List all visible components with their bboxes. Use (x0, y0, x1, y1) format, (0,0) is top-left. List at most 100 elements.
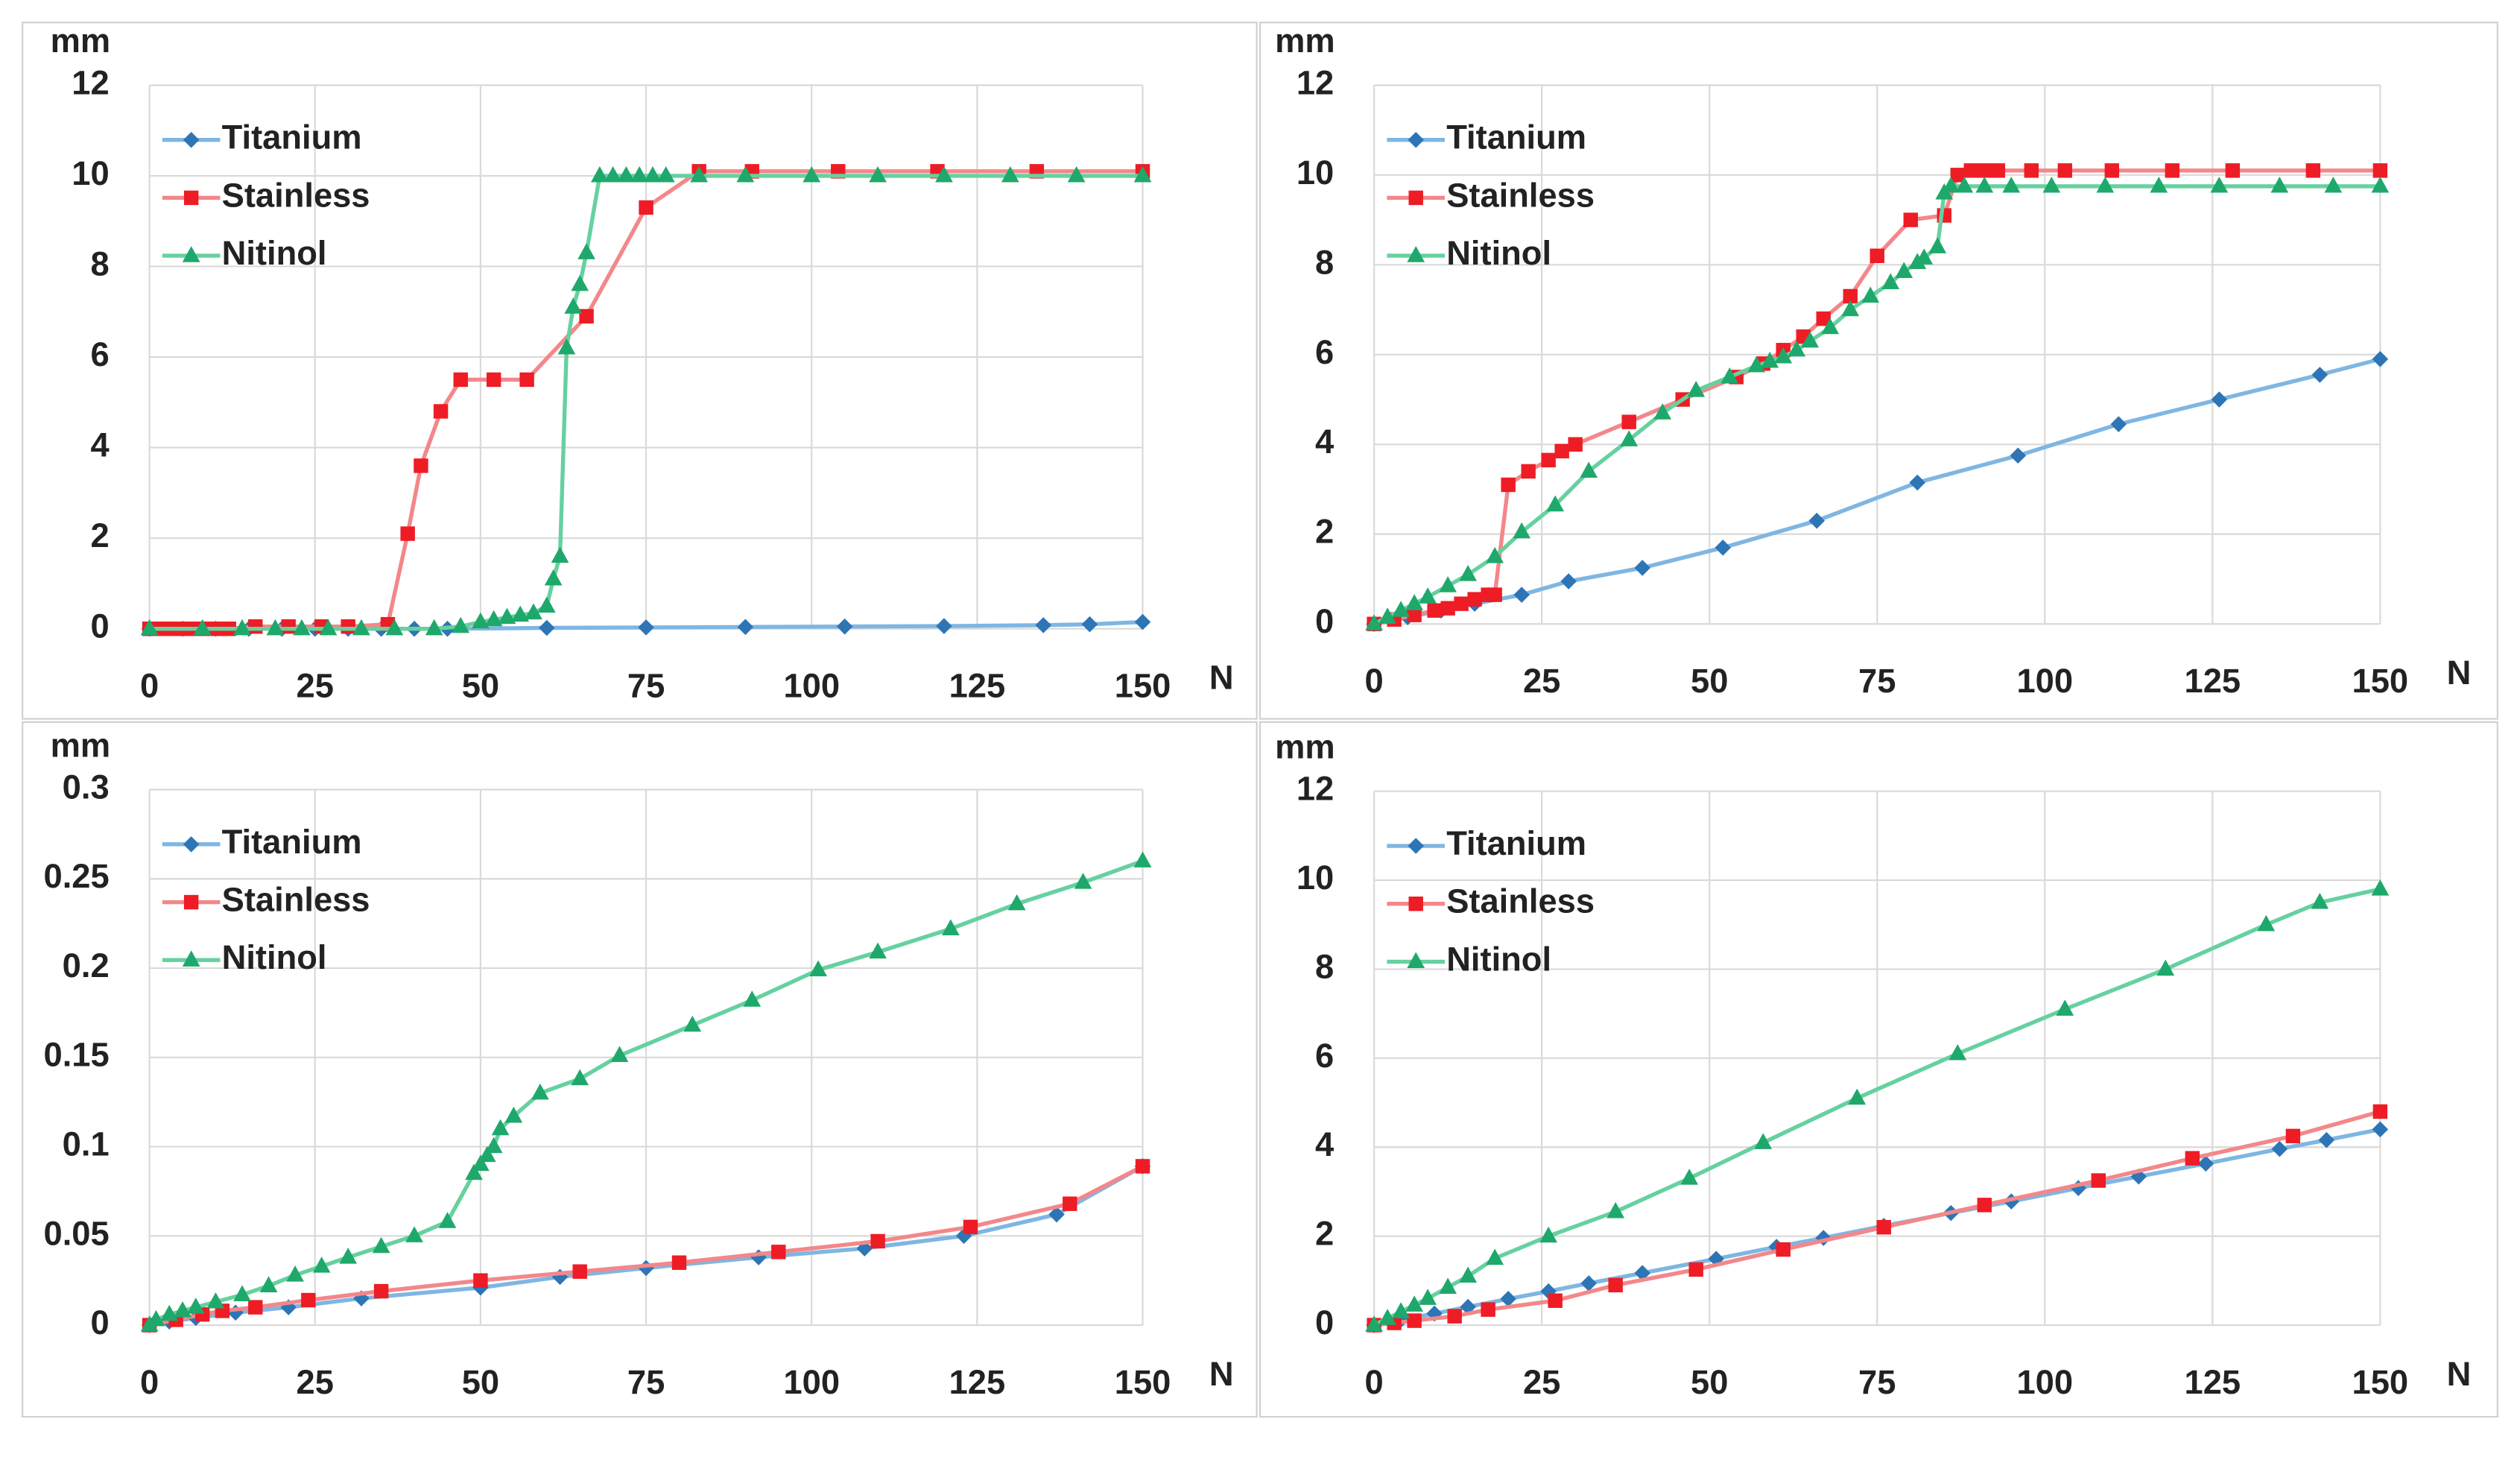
data-point (591, 165, 609, 183)
data-point (644, 165, 662, 183)
data-point (206, 1292, 225, 1309)
data-point (1459, 565, 1478, 581)
y-tick-label: 8 (1315, 243, 1334, 281)
legend-marker (183, 131, 200, 148)
y-axis-label: mm (51, 726, 111, 764)
legend-marker (183, 894, 199, 910)
data-point (1365, 614, 1384, 630)
data-point (472, 1154, 490, 1172)
x-tick-label: 150 (2352, 1363, 2409, 1401)
data-point (1135, 1159, 1150, 1174)
data-point (1074, 873, 1092, 889)
data-point (1501, 477, 1516, 493)
data-point (433, 404, 449, 419)
data-point (630, 165, 649, 183)
data-point (372, 1236, 390, 1254)
data-point (2285, 1128, 2301, 1144)
y-tick-label: 12 (1297, 770, 1334, 808)
data-point (1747, 355, 1766, 373)
data-point (1788, 340, 1806, 357)
series (140, 851, 1152, 1332)
y-tick-label: 0.3 (63, 768, 110, 806)
data-point (1541, 452, 1556, 468)
data-point (1915, 248, 1934, 265)
data-point (452, 616, 470, 633)
data-point (736, 165, 755, 183)
data-point (870, 1233, 885, 1249)
data-point (1513, 522, 1531, 539)
y-tick-label: 6 (90, 335, 109, 373)
y-tick-label: 8 (90, 244, 109, 282)
data-point (484, 610, 503, 627)
data-point (1378, 1309, 1397, 1325)
legend-label: Nitinol (222, 938, 327, 976)
data-point (1554, 443, 1569, 459)
x-axis-label: N (1209, 659, 1234, 697)
data-point (1407, 1313, 1422, 1328)
data-point (1560, 573, 1577, 590)
data-point (836, 618, 853, 635)
data-point (1548, 1293, 1563, 1308)
data-point (1843, 288, 1858, 304)
data-point (2318, 1131, 2335, 1148)
x-tick-label: 150 (1115, 1363, 1171, 1401)
data-point (771, 1245, 786, 1260)
data-point (671, 1255, 687, 1270)
data-point (1680, 1169, 1699, 1185)
legend-label: Stainless (1446, 882, 1595, 920)
data-point (2165, 163, 2180, 178)
data-point (1895, 262, 1913, 278)
legend-label: Titanium (222, 823, 362, 861)
y-tick-label: 10 (1297, 154, 1334, 192)
y-tick-label: 0.05 (44, 1214, 110, 1252)
data-point (1521, 464, 1536, 479)
data-point (1439, 576, 1457, 592)
data-point (1861, 286, 1880, 303)
data-point (385, 619, 404, 636)
data-point (1081, 616, 1098, 633)
data-point (2057, 163, 2072, 178)
y-tick-label: 2 (1315, 513, 1334, 551)
data-point (1487, 587, 1502, 602)
data-point (1942, 176, 1960, 193)
legend-marker (182, 246, 200, 262)
legend-marker (1407, 952, 1425, 969)
data-point (2002, 176, 2021, 193)
x-tick-label: 100 (2016, 1363, 2073, 1401)
data-point (281, 619, 296, 634)
data-point (233, 619, 251, 636)
data-point (1870, 248, 1884, 263)
data-point (963, 1219, 978, 1235)
y-tick-label: 12 (72, 63, 109, 101)
legend-label: Titanium (1446, 824, 1586, 862)
x-tick-label: 50 (462, 1363, 499, 1401)
data-point (1407, 607, 1422, 622)
data-point (1816, 311, 1831, 326)
panel-frame (1259, 721, 2498, 1418)
data-point (544, 569, 563, 586)
y-tick-label: 12 (1297, 63, 1334, 101)
y-tick-label: 4 (90, 426, 109, 464)
data-point (2371, 176, 2390, 193)
series-line (1373, 1127, 2381, 1327)
data-point (1977, 1198, 1992, 1213)
data-point (1447, 1309, 1462, 1324)
data-point (1440, 601, 1455, 616)
data-point (405, 1226, 423, 1242)
data-point (1568, 437, 1583, 452)
data-point (193, 619, 212, 636)
data-point (2372, 1121, 2389, 1138)
data-point (504, 1106, 523, 1123)
data-point (1715, 540, 1731, 556)
data-point (1419, 587, 1437, 604)
data-point (438, 1212, 457, 1228)
series (140, 165, 1152, 636)
x-tick-label: 25 (297, 1363, 334, 1401)
data-point (2210, 176, 2229, 193)
data-point (690, 165, 709, 183)
data-point (174, 1300, 191, 1318)
legend-label: Stainless (1446, 176, 1595, 214)
data-point (2024, 163, 2039, 178)
data-point (638, 619, 654, 636)
y-tick-label: 10 (1297, 859, 1334, 897)
